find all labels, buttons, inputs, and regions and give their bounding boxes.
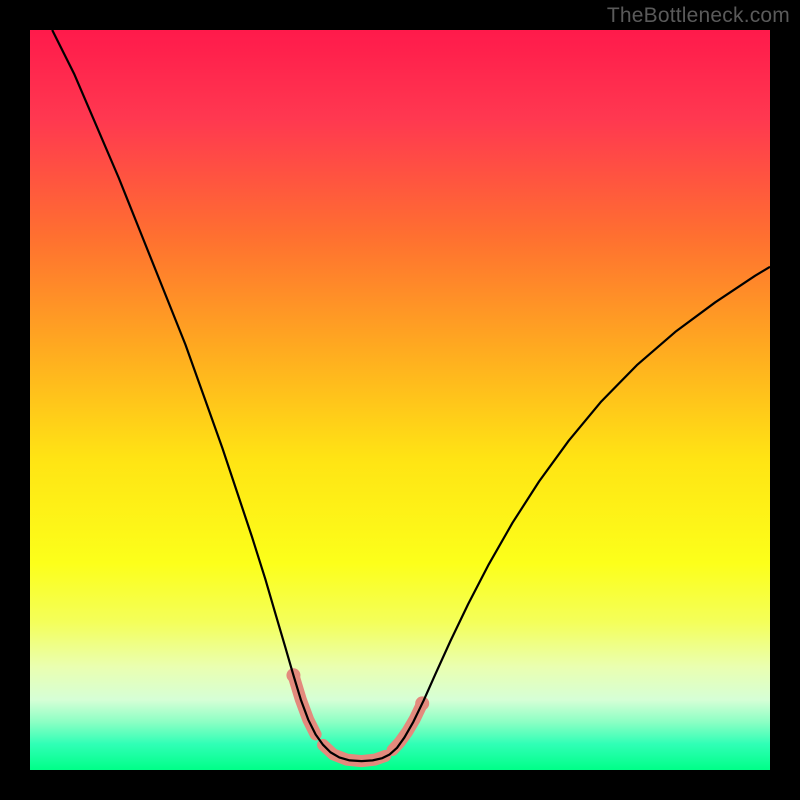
plot-area [30,30,770,770]
bottleneck-chart [0,0,800,800]
